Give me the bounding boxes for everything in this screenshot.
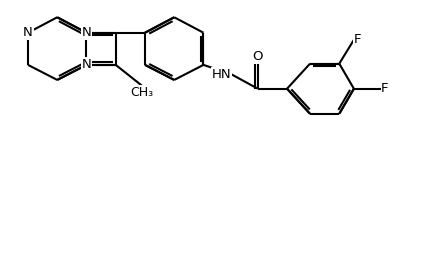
Text: F: F <box>354 33 361 46</box>
Text: N: N <box>81 26 92 39</box>
Text: F: F <box>381 82 389 95</box>
Text: N: N <box>81 59 92 71</box>
Text: O: O <box>252 50 263 63</box>
Text: HN: HN <box>211 68 231 81</box>
Text: CH₃: CH₃ <box>130 86 154 99</box>
Text: N: N <box>23 26 33 39</box>
